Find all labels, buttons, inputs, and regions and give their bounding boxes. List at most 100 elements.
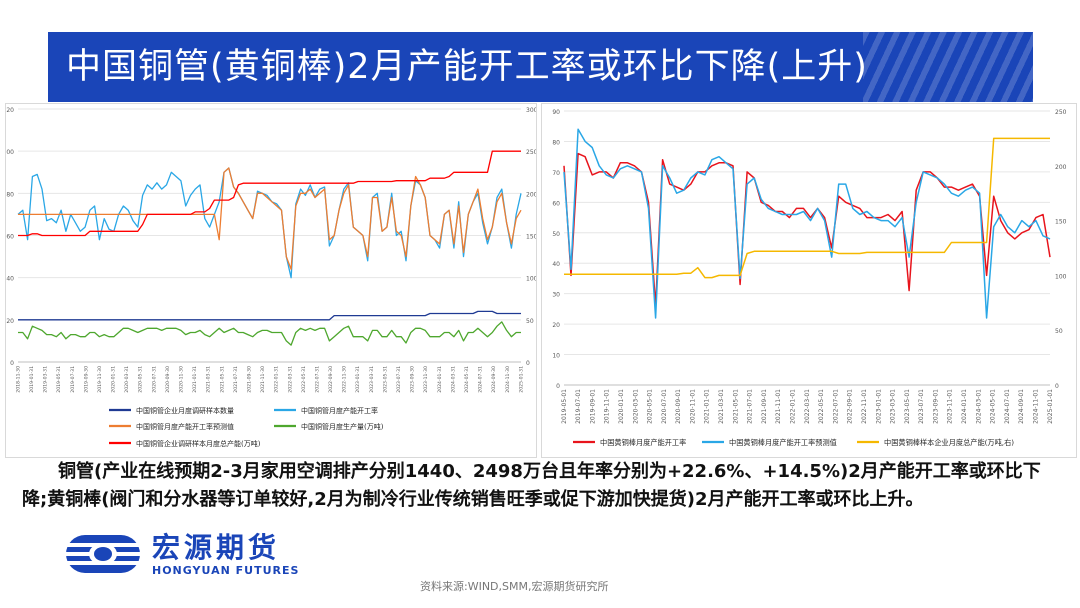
x-tick-label: 2022-11-01	[861, 389, 868, 424]
y-left-tick-label: 0	[10, 360, 14, 367]
x-tick-label: 2024-03-31	[450, 366, 456, 393]
source-note: 资料来源:WIND,SMM,宏源期货研究所	[420, 580, 609, 593]
x-tick-label: 2022-01-01	[790, 389, 797, 424]
x-tick-label: 2022-07-01	[832, 389, 839, 424]
legend-entry: 中国黄铜棒月度产能开工率	[600, 438, 686, 447]
y-right-tick-label: 300	[526, 107, 536, 114]
x-tick-label: 2020-05-01	[647, 389, 654, 424]
y-left-tick-label: 40	[6, 276, 14, 283]
series-line	[17, 167, 522, 279]
x-tick-label: 2021-05-31	[219, 366, 225, 393]
x-tick-label: 2020-01-01	[618, 389, 625, 424]
x-tick-label: 2020-07-01	[661, 389, 668, 424]
x-tick-label: 2023-01-31	[355, 366, 361, 393]
x-tick-label: 2020-09-01	[675, 389, 682, 424]
x-tick-label: 2020-11-30	[179, 366, 185, 393]
x-tick-label: 2024-03-01	[975, 389, 982, 424]
x-tick-label: 2024-01-31	[437, 366, 443, 393]
x-tick-label: 2023-11-01	[947, 389, 954, 424]
x-tick-label: 2019-11-30	[97, 366, 103, 393]
x-tick-label: 2021-07-01	[747, 389, 754, 424]
series-line	[563, 152, 1051, 307]
series-line	[18, 310, 521, 321]
x-tick-label: 2022-09-30	[328, 366, 334, 393]
series-line	[563, 128, 1051, 319]
y-left-tick-label: 60	[6, 234, 14, 241]
x-tick-label: 2023-11-30	[423, 366, 429, 393]
x-tick-label: 2020-07-31	[151, 366, 157, 393]
copper-tube-chart: 0 20 40 60 80 100 120 0 50 100 150 200 250 300 2018-11…	[3, 103, 538, 458]
x-tick-label: 2020-05-31	[138, 366, 144, 393]
y-left-tick-label: 120	[6, 107, 14, 114]
x-tick-label: 2024-07-31	[478, 366, 484, 393]
logo-mark-icon	[66, 535, 140, 573]
legend-entry: 中国铜管企业调研样本月度总产能(万吨)	[136, 439, 261, 448]
legend-entry: 中国黄铜棒月度产能开工率预测值	[729, 438, 837, 447]
x-tick-label: 2024-09-30	[491, 366, 497, 393]
x-tick-label: 2023-07-01	[918, 389, 925, 424]
x-tick-label: 2019-05-01	[561, 389, 568, 424]
x-tick-label: 2025-01-01	[1047, 389, 1054, 424]
y-left-tick-label: 100	[6, 149, 14, 156]
x-tick-label: 2020-03-31	[124, 366, 130, 393]
x-tick-label: 2021-03-01	[718, 389, 725, 424]
series-line	[18, 167, 522, 270]
y-left-tick-label: 20	[6, 318, 14, 325]
y-right-tick-label: 200	[526, 191, 536, 198]
x-tick-label: 2021-11-01	[775, 389, 782, 424]
x-tick-label: 2021-05-01	[732, 389, 739, 424]
x-tick-label: 2021-01-01	[704, 389, 711, 424]
description-text: 铜管(产业在线预期2-3月家用空调排产分别1440、2498万台且年率分别为+2…	[22, 458, 1062, 514]
y-left-tick-label: 70	[552, 170, 560, 177]
legend-entry: 中国铜管月度产能开工率预测值	[136, 422, 234, 431]
y-left-tick-label: 90	[552, 109, 560, 116]
series-line	[18, 321, 521, 346]
legend-entry: 中国黄铜棒样本企业月度总产能(万吨,右)	[884, 438, 1014, 447]
x-tick-label: 2021-09-01	[761, 389, 768, 424]
title-banner-stripes	[863, 32, 1033, 102]
y-right-tick-label: 0	[1055, 383, 1059, 390]
x-tick-label: 2024-11-30	[505, 366, 511, 393]
y-left-tick-label: 10	[552, 353, 560, 360]
y-right-tick-label: 100	[526, 276, 536, 283]
x-tick-label: 2020-03-01	[632, 389, 639, 424]
y-right-tick-label: 150	[1055, 219, 1067, 226]
x-tick-label: 2018-11-30	[15, 366, 21, 393]
x-tick-label: 2022-11-30	[342, 366, 348, 393]
x-tick-label: 2021-11-30	[260, 366, 266, 393]
y-left-tick-label: 60	[552, 200, 560, 207]
series-line	[18, 150, 521, 237]
y-left-tick-label: 80	[6, 191, 14, 198]
x-tick-label: 2020-11-01	[689, 389, 696, 424]
y-left-tick-label: 0	[556, 383, 560, 390]
legend-entry: 中国铜管企业月度调研样本数量	[136, 406, 234, 415]
x-tick-label: 2019-09-30	[83, 366, 89, 393]
x-tick-label: 2022-09-01	[847, 389, 854, 424]
x-tick-label: 2021-07-31	[233, 366, 239, 393]
legend-entry: 中国铜管月度产能开工率	[301, 406, 378, 415]
description-body: 铜管(产业在线预期2-3月家用空调排产分别1440、2498万台且年率分别为+2…	[22, 461, 1041, 510]
x-tick-label: 2021-01-31	[192, 366, 198, 393]
x-tick-label: 2024-07-01	[1004, 389, 1011, 424]
x-tick-label: 2024-11-01	[1033, 389, 1040, 424]
y-left-tick-label: 30	[552, 292, 560, 299]
x-tick-label: 2021-03-31	[206, 366, 212, 393]
y-left-tick-label: 80	[552, 139, 560, 146]
company-logo: 宏源期货 HONGYUAN FUTURES	[60, 531, 310, 579]
x-tick-label: 2023-03-31	[369, 366, 375, 393]
page-title: 中国铜管(黄铜棒)2月产能开工率或环比下降(上升)	[66, 47, 868, 87]
x-tick-label: 2020-01-31	[111, 366, 117, 393]
logo-name-cn: 宏源期货	[152, 531, 281, 564]
y-right-tick-label: 250	[1055, 109, 1067, 116]
x-tick-label: 2022-05-01	[818, 389, 825, 424]
y-right-tick-label: 50	[1055, 328, 1063, 335]
x-tick-label: 2024-05-01	[990, 389, 997, 424]
y-left-tick-label: 20	[552, 322, 560, 329]
x-tick-label: 2024-01-01	[961, 389, 968, 424]
x-tick-label: 2024-09-01	[1018, 389, 1025, 424]
y-right-tick-label: 100	[1055, 273, 1067, 280]
copper-tube-chart-svg: 0 20 40 60 80 100 120 0 50 100 150 200 250 300 2018-11…	[3, 107, 538, 448]
x-tick-label: 2019-05-31	[56, 366, 62, 393]
x-tick-label: 2023-05-31	[382, 366, 388, 393]
x-tick-label: 2022-01-31	[274, 366, 280, 393]
